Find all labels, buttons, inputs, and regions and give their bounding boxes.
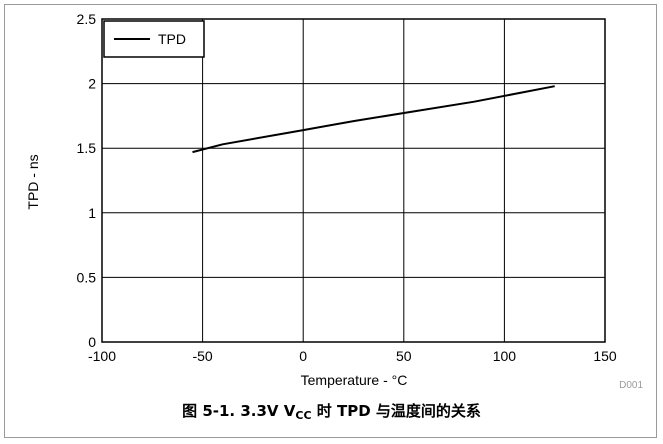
figure-id-label: D001 — [619, 380, 643, 391]
y-axis-label: TPD - ns — [25, 154, 41, 209]
y-tick-label: 0 — [88, 334, 96, 350]
caption-prefix: 图 5-1. 3.3V V — [182, 402, 296, 420]
y-tick-label: 1 — [88, 205, 96, 221]
x-tick-label: -50 — [192, 348, 212, 364]
y-tick-label: 2 — [88, 76, 96, 92]
figure-frame — [4, 4, 657, 438]
x-tick-label: 100 — [493, 348, 517, 364]
series-line-tpd — [192, 85, 555, 154]
tick-label-layer: -100 -50 0 50 100 150 0 0.5 1 1.5 2 2.5 — [77, 11, 617, 364]
grid-layer — [101, 18, 606, 343]
plot-area-frame — [101, 18, 606, 343]
x-tick-label: 0 — [299, 348, 307, 364]
x-axis-label: Temperature - °C — [301, 372, 408, 388]
series-layer — [192, 85, 555, 154]
x-tick-label: -100 — [88, 348, 116, 364]
y-tick-label: 2.5 — [77, 11, 97, 27]
x-tick-label: 150 — [593, 348, 617, 364]
legend-label-tpd: TPD — [158, 31, 186, 47]
caption-suffix: 时 TPD 与温度间的关系 — [311, 402, 481, 420]
y-tick-label: 0.5 — [77, 269, 97, 285]
x-tick-label: 50 — [396, 348, 412, 364]
caption-subscript: CC — [295, 409, 312, 422]
legend: TPD — [103, 20, 205, 58]
figure-caption: 图 5-1. 3.3V VCC 时 TPD 与温度间的关系 — [0, 400, 663, 422]
y-tick-label: 1.5 — [77, 140, 97, 156]
